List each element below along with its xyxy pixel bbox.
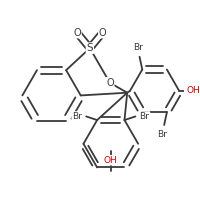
Text: OH: OH <box>104 156 118 165</box>
Text: Br: Br <box>72 112 82 121</box>
Text: O: O <box>99 28 106 38</box>
Text: Br: Br <box>157 130 167 139</box>
Text: O: O <box>73 28 81 38</box>
Text: O: O <box>106 78 114 88</box>
Text: Br: Br <box>140 112 149 121</box>
Text: OH: OH <box>187 86 200 95</box>
Text: Br: Br <box>133 43 143 52</box>
Text: S: S <box>87 43 93 53</box>
